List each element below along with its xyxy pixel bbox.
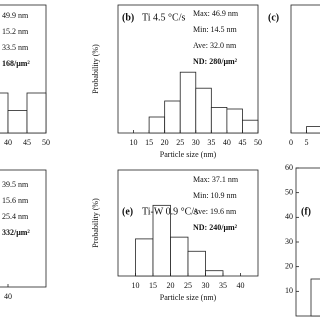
x-axis-label: Particle size (nm) bbox=[160, 150, 217, 159]
bar bbox=[164, 100, 181, 134]
panel-label: (e) bbox=[122, 206, 133, 217]
x-tick-label: 25 bbox=[176, 138, 184, 147]
bar bbox=[0, 92, 9, 134]
x-tick-label: 50 bbox=[42, 138, 50, 147]
panel-label: (c) bbox=[268, 12, 279, 23]
x-tick-label: 40 bbox=[4, 292, 12, 301]
bar bbox=[170, 236, 189, 277]
y-tick-label: 40 bbox=[285, 212, 293, 221]
x-tick-label: 45 bbox=[238, 138, 246, 147]
stat-text: 39.5 nm bbox=[2, 180, 29, 189]
stat-text: Ave: 32.0 nm bbox=[193, 41, 237, 50]
bar bbox=[306, 126, 320, 134]
x-axis-label: Particle size (nm) bbox=[160, 293, 217, 302]
x-tick-label: 5 bbox=[305, 138, 309, 147]
bar bbox=[205, 270, 224, 277]
bar bbox=[179, 71, 197, 134]
bar bbox=[242, 119, 259, 134]
x-tick-label: 25 bbox=[184, 281, 192, 290]
x-tick-label: 45 bbox=[23, 138, 31, 147]
bar bbox=[195, 87, 212, 134]
y-tick-label: 60 bbox=[285, 163, 293, 172]
stat-text: 49.9 nm bbox=[2, 11, 29, 20]
x-tick-label: 10 bbox=[132, 281, 140, 290]
bar bbox=[7, 110, 28, 134]
x-tick-label: 50 bbox=[254, 138, 262, 147]
x-tick-label: 0 bbox=[289, 138, 293, 147]
x-tick-label: 30 bbox=[202, 281, 210, 290]
stat-text: Ave: 19.6 nm bbox=[193, 207, 237, 216]
x-tick-label: 35 bbox=[207, 138, 215, 147]
bar bbox=[148, 116, 166, 134]
x-tick-label: 10 bbox=[130, 138, 138, 147]
bar bbox=[210, 107, 228, 134]
stat-text: 332/μm² bbox=[2, 228, 30, 237]
stat-text: Min: 14.5 nm bbox=[193, 25, 238, 34]
x-tick-label: 35 bbox=[219, 281, 227, 290]
plot-frame bbox=[0, 169, 47, 288]
bar bbox=[226, 108, 243, 134]
plot-frame bbox=[290, 4, 320, 134]
y-tick-label: 20 bbox=[285, 261, 293, 270]
y-tick-label: 50 bbox=[285, 187, 293, 196]
stat-text: 25.4 nm bbox=[2, 212, 29, 221]
x-tick-label: 20 bbox=[167, 281, 175, 290]
y-axis-label: Probability (%) bbox=[91, 44, 100, 94]
y-tick-label: 30 bbox=[285, 237, 293, 246]
x-tick-label: 20 bbox=[161, 138, 169, 147]
stat-text: 33.5 nm bbox=[2, 43, 29, 52]
x-tick-label: 40 bbox=[237, 281, 245, 290]
bar bbox=[310, 278, 320, 317]
panel-subtitle: Ti-W 0.9 °C/s bbox=[142, 206, 198, 217]
stat-text: 15.6 nm bbox=[2, 196, 29, 205]
panel-subtitle: Ti 4.5 °C/s bbox=[142, 12, 185, 23]
panel-label: (b) bbox=[122, 12, 134, 23]
bar bbox=[135, 238, 154, 277]
stat-text: Max: 46.9 nm bbox=[193, 9, 239, 18]
stat-text: ND: 240/μm² bbox=[193, 223, 238, 232]
panel-label: (f) bbox=[301, 206, 311, 217]
stat-text: 168/μm² bbox=[2, 59, 30, 68]
x-tick-label: 40 bbox=[4, 138, 12, 147]
stat-text: Min: 10.9 nm bbox=[193, 191, 238, 200]
x-tick-label: 40 bbox=[223, 138, 231, 147]
bar bbox=[187, 250, 206, 277]
stat-text: 15.2 nm bbox=[2, 27, 29, 36]
y-tick-label: 10 bbox=[285, 286, 293, 295]
x-tick-label: 30 bbox=[192, 138, 200, 147]
y-axis-label: Probability (%) bbox=[91, 198, 100, 248]
x-tick-label: 15 bbox=[145, 138, 153, 147]
bar bbox=[26, 92, 47, 134]
x-tick-label: 15 bbox=[149, 281, 157, 290]
stat-text: Max: 37.1 nm bbox=[193, 175, 239, 184]
stat-text: ND: 280/μm² bbox=[193, 57, 238, 66]
